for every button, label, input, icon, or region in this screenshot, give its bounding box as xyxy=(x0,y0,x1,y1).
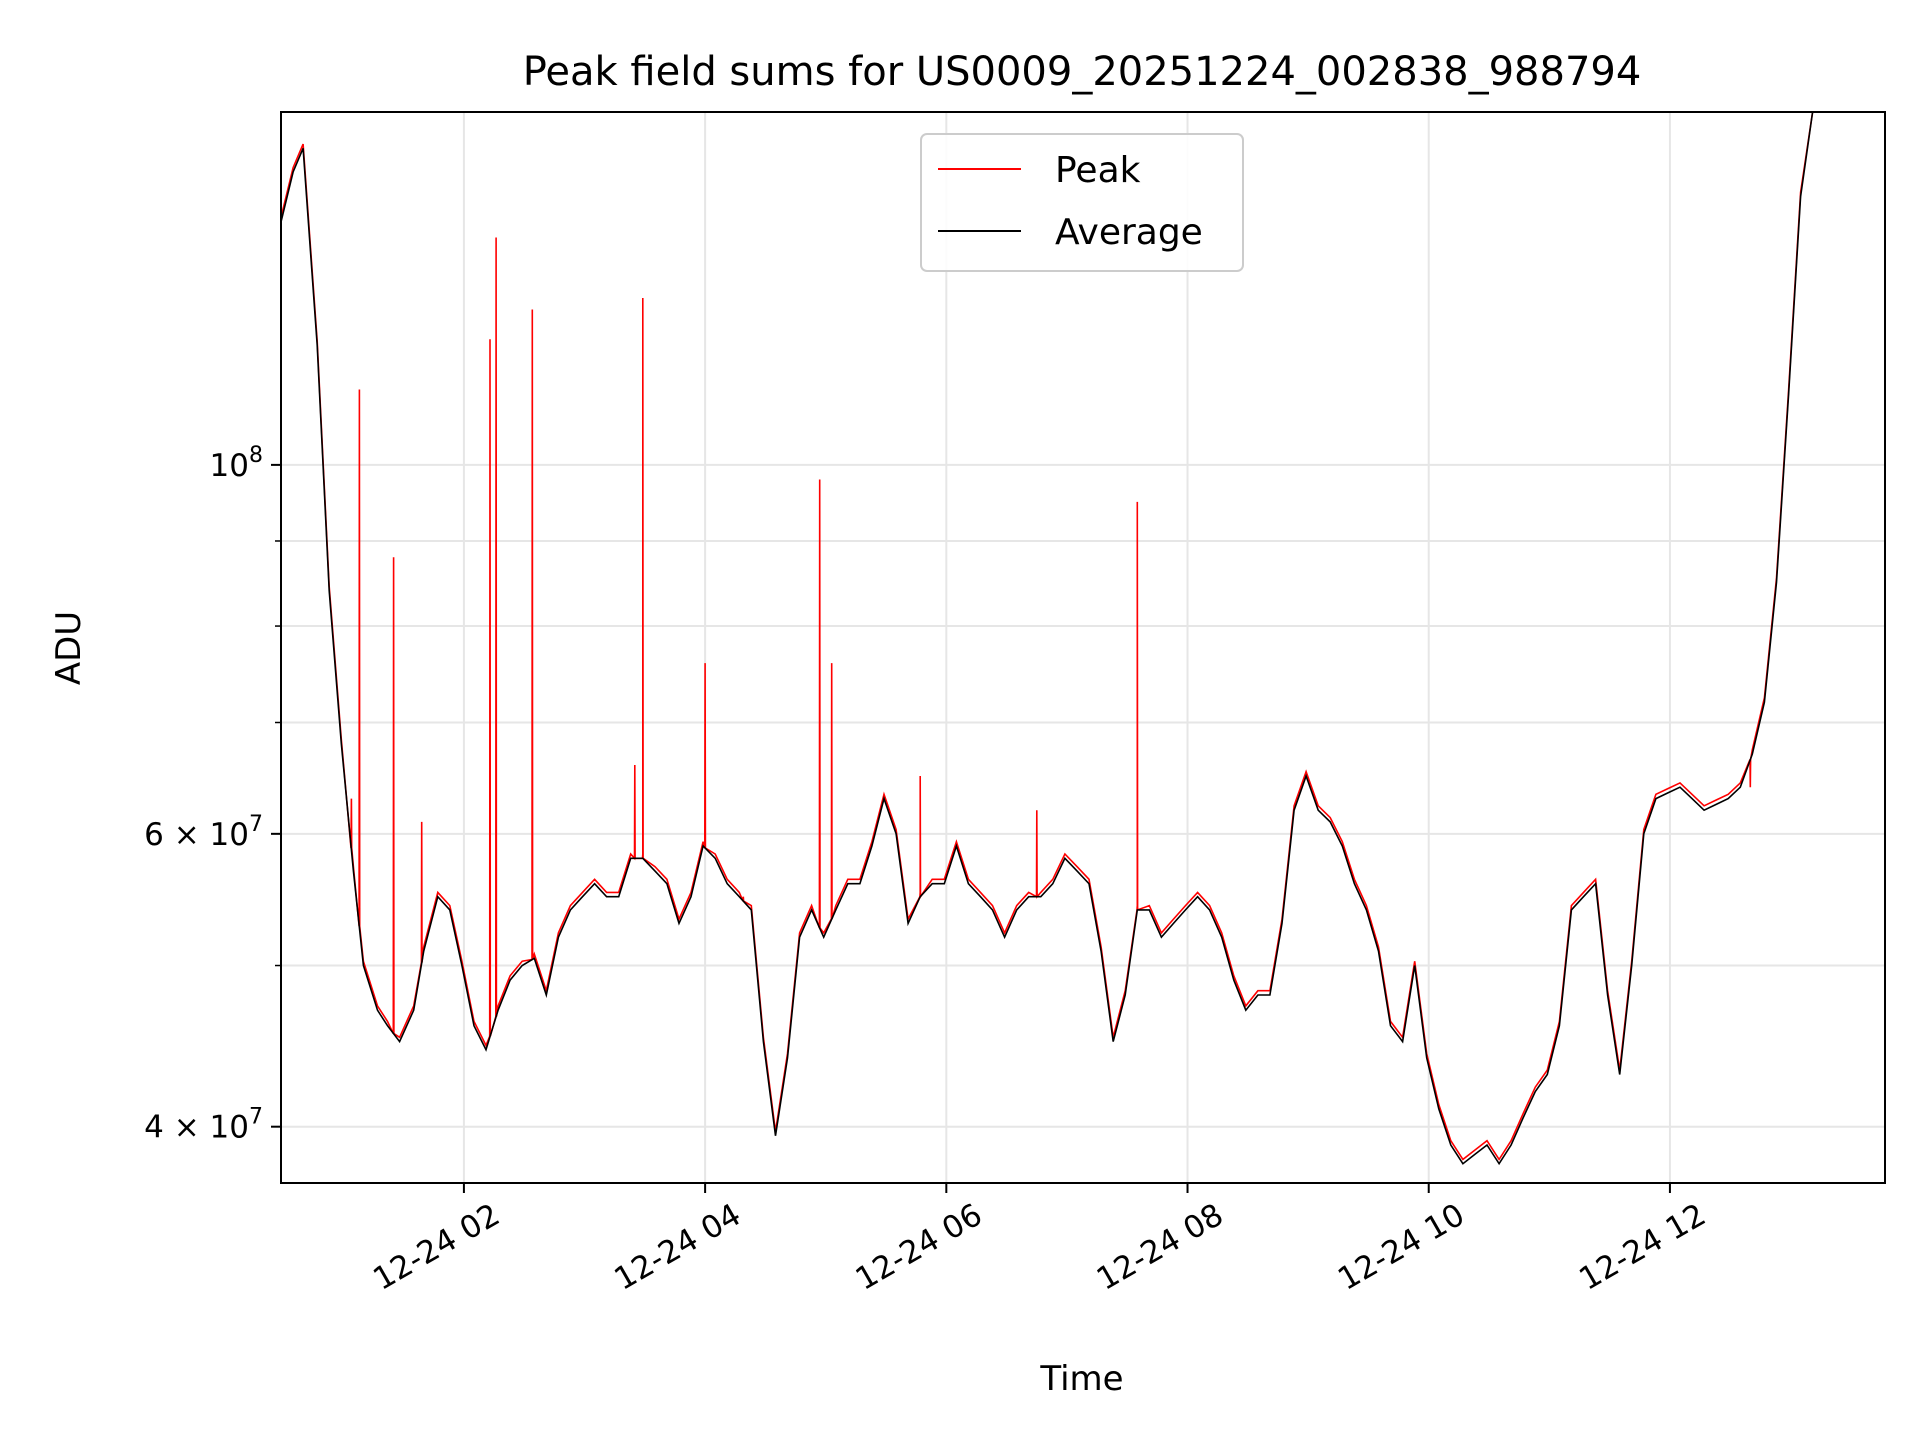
chart-title: Peak field sums for US0009_20251224_0028… xyxy=(523,49,1642,95)
x-tick-label: 12-24 02 xyxy=(367,1197,506,1298)
grid xyxy=(281,112,1885,1183)
x-axis-label: Time xyxy=(1039,1359,1123,1399)
series-layer xyxy=(280,111,1814,1166)
legend: Peak Average xyxy=(920,133,1244,272)
x-tick-label: 12-24 08 xyxy=(1091,1197,1230,1298)
y-axis-label: ADU xyxy=(49,611,89,685)
x-axis: 12-24 02 12-24 04 12-24 06 12-24 08 12-24 10… xyxy=(367,1183,1712,1298)
plot-frame xyxy=(280,111,1886,1184)
y-tick-label: 6 × 107 xyxy=(144,812,263,853)
y-axis: 4 × 107 6 × 107 108 xyxy=(144,443,281,1146)
x-tick-label: 12-24 10 xyxy=(1332,1197,1471,1298)
x-tick-label: 12-24 12 xyxy=(1573,1197,1712,1298)
legend-label-average: Average xyxy=(1055,212,1203,253)
x-tick-label: 12-24 04 xyxy=(608,1197,747,1298)
y-tick-label: 4 × 107 xyxy=(144,1105,263,1146)
x-tick-label: 12-24 06 xyxy=(850,1197,989,1298)
series-line-average xyxy=(280,111,1814,1166)
y-tick-label: 108 xyxy=(210,443,263,484)
legend-label-peak: Peak xyxy=(1055,150,1141,191)
